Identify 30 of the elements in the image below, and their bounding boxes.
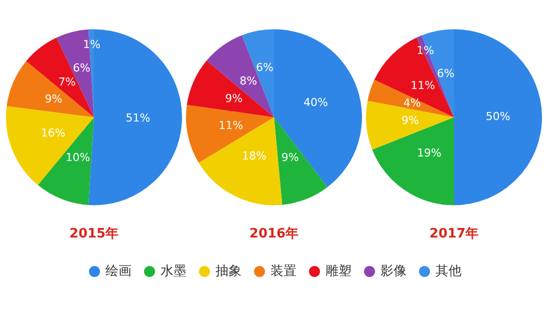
data-label: 6%: [72, 62, 90, 75]
data-label: 7%: [58, 75, 76, 88]
data-label: 6%: [256, 60, 274, 74]
data-label: 11%: [218, 118, 244, 132]
data-label: 9%: [225, 92, 243, 106]
legend-label: 其他: [436, 263, 462, 280]
data-label: 4%: [403, 96, 421, 110]
text: 2015年: [69, 226, 119, 242]
data-label: 9%: [281, 151, 299, 164]
data-label: 9%: [401, 114, 419, 128]
legend-label: 水墨: [160, 263, 186, 280]
legend-label: 抽象: [216, 263, 242, 280]
legend-label: 装置: [270, 263, 296, 280]
data-label: 10%: [66, 150, 90, 164]
data-label: 11%: [410, 78, 436, 92]
text: 2017年: [429, 226, 479, 242]
data-label: 19%: [417, 146, 442, 160]
legend-label: 影像: [380, 263, 406, 280]
data-label: 40%: [303, 96, 328, 109]
data-label: 16%: [40, 126, 66, 140]
data-label: 8%: [240, 74, 258, 88]
data-label: 18%: [242, 149, 266, 162]
data-label: 50%: [486, 110, 510, 124]
data-label: 9%: [44, 92, 62, 106]
data-label: 51%: [126, 111, 150, 124]
text: 2016年: [249, 226, 299, 242]
data-label: 6%: [437, 66, 454, 80]
legend-label: 绘画: [106, 263, 132, 280]
data-label: 1%: [83, 38, 100, 51]
legend-label: 雕塑: [326, 263, 352, 280]
